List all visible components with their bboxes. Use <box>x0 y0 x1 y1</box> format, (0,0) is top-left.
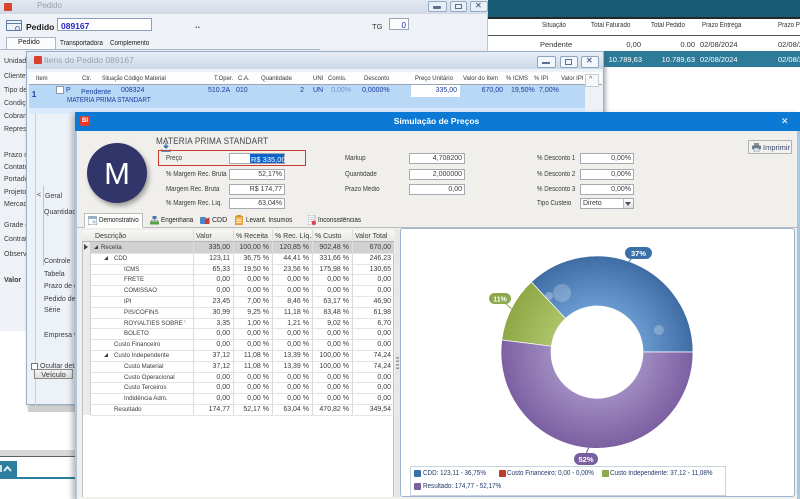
svg-text:11%: 11% <box>493 297 507 304</box>
svg-text:37%: 37% <box>631 249 646 258</box>
svg-text:52%: 52% <box>578 455 593 464</box>
